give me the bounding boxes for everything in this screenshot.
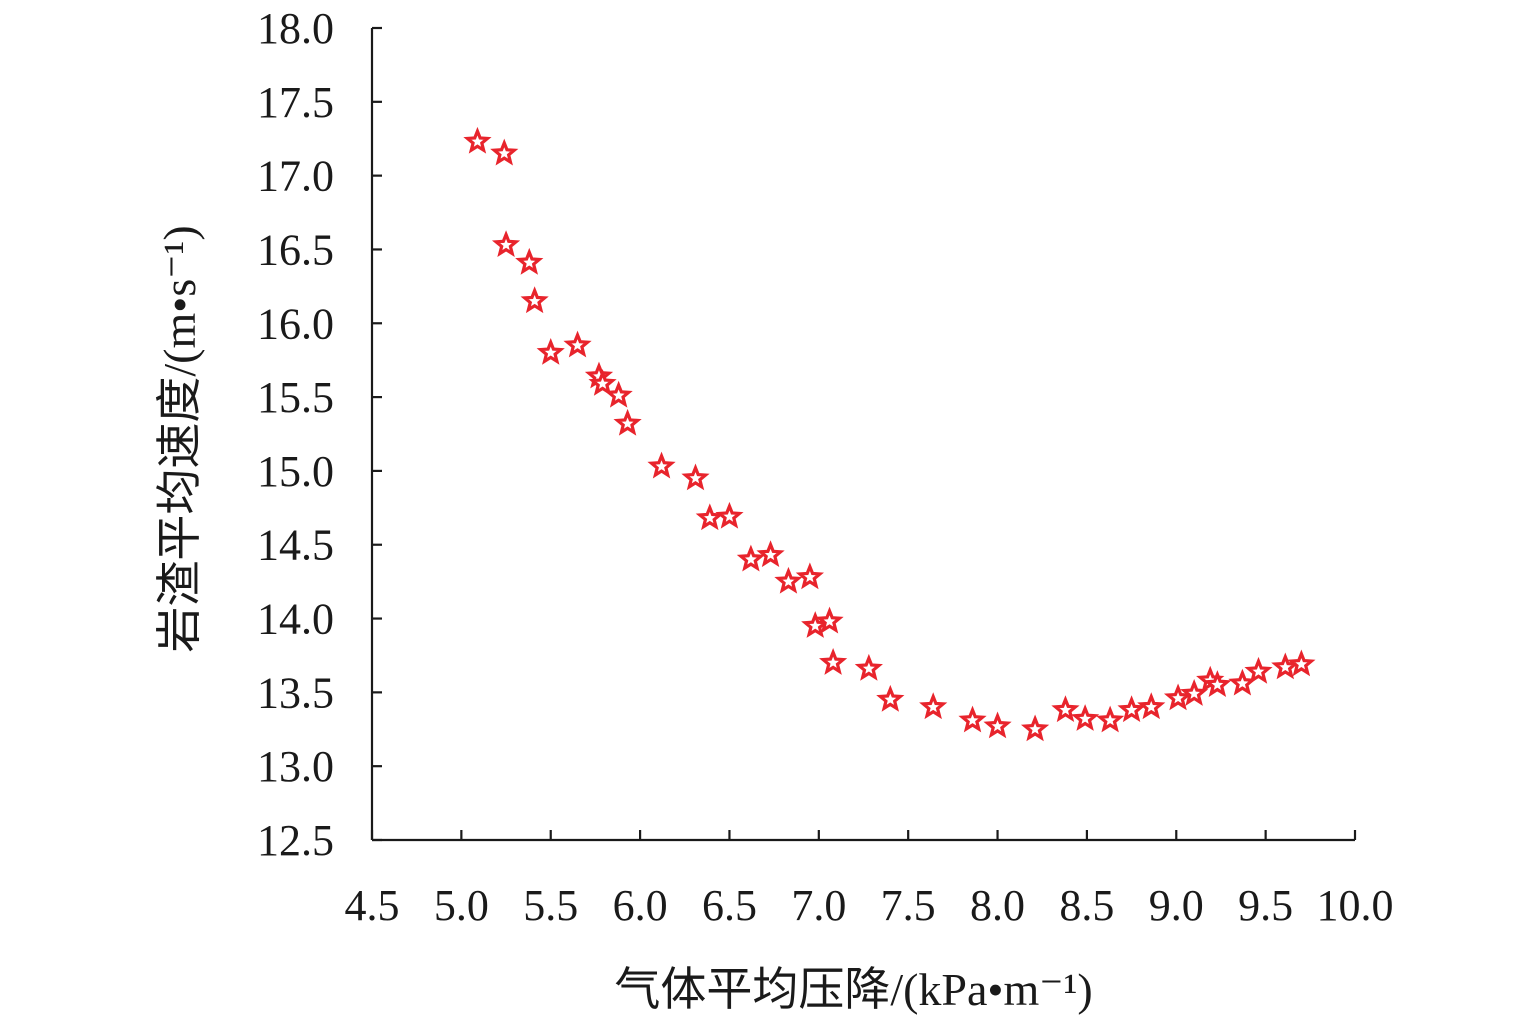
data-point-star <box>563 330 592 358</box>
ticks-layer: 18.0 17.5 17.0 16.5 16.0 15.5 15.0 14.5 14.0 13.5… <box>257 4 1394 930</box>
data-point-star <box>463 126 492 154</box>
y-tick-label: 13.5 <box>257 668 334 717</box>
data-point-star <box>715 501 744 529</box>
y-tick-label: 15.0 <box>257 447 334 496</box>
x-tick-label: 8.0 <box>970 881 1025 930</box>
data-point-star <box>774 566 803 594</box>
data-point-star <box>536 337 565 365</box>
data-point-star <box>919 692 948 720</box>
markers-layer <box>463 126 1316 742</box>
data-point-star <box>1244 656 1273 684</box>
data-point-star <box>515 247 544 275</box>
y-tick-label: 12.5 <box>257 816 334 865</box>
data-point-star <box>647 451 676 479</box>
y-tick-label: 13.0 <box>257 742 334 791</box>
x-axis-title: 气体平均压降/(kPa•m⁻¹) <box>614 964 1092 1015</box>
data-point-star <box>613 408 642 436</box>
x-tick-label: 4.5 <box>345 881 400 930</box>
x-tick-label: 9.0 <box>1149 881 1204 930</box>
data-point-star <box>1020 714 1050 742</box>
data-point-star <box>491 230 521 258</box>
y-tick-label: 18.0 <box>257 4 334 53</box>
data-point-star <box>756 540 785 568</box>
data-point-star <box>1287 649 1316 677</box>
data-point-star <box>588 368 617 396</box>
data-point-star <box>736 544 765 572</box>
y-tick-label: 17.5 <box>257 78 334 127</box>
data-point-star <box>1180 679 1209 706</box>
data-point-star <box>958 705 987 733</box>
data-point-star <box>520 286 549 314</box>
x-tick-label: 7.5 <box>881 881 936 930</box>
y-axis-title: 岩渣平均速度/(m•s⁻¹) <box>154 225 205 652</box>
x-tick-label: 9.5 <box>1238 881 1293 930</box>
y-tick-label: 16.5 <box>257 225 334 274</box>
x-tick-label: 8.5 <box>1059 881 1114 930</box>
x-tick-label: 5.5 <box>523 881 578 930</box>
x-tick-label: 10.0 <box>1317 881 1394 930</box>
data-point-star <box>815 606 844 634</box>
data-point-star <box>854 653 883 681</box>
axes-layer <box>370 28 1355 842</box>
x-tick-label: 7.0 <box>791 881 846 930</box>
data-point-star <box>795 562 824 590</box>
data-point-star <box>1228 668 1257 696</box>
data-point-star <box>1117 695 1146 723</box>
data-point-star <box>1071 704 1100 731</box>
data-point-star <box>604 380 633 408</box>
data-point-star <box>819 648 848 675</box>
data-point-star <box>1137 692 1166 720</box>
data-point-star <box>1203 670 1232 697</box>
data-point-star <box>1051 695 1080 723</box>
x-tick-label: 6.0 <box>613 881 668 930</box>
data-point-star <box>695 503 724 531</box>
y-tick-label: 15.5 <box>257 373 334 422</box>
y-tick-label: 14.0 <box>257 595 334 644</box>
data-point-star <box>1163 683 1193 711</box>
data-point-star <box>1096 705 1125 733</box>
x-tick-label: 6.5 <box>702 881 757 930</box>
y-tick-label: 16.0 <box>257 299 334 348</box>
y-tick-label: 14.5 <box>257 521 334 570</box>
x-tick-label: 5.0 <box>434 881 489 930</box>
data-point-star <box>490 138 519 166</box>
data-point-star <box>983 711 1012 739</box>
y-tick-label: 17.0 <box>257 152 334 201</box>
data-point-star <box>876 684 905 712</box>
data-point-star <box>681 463 710 491</box>
